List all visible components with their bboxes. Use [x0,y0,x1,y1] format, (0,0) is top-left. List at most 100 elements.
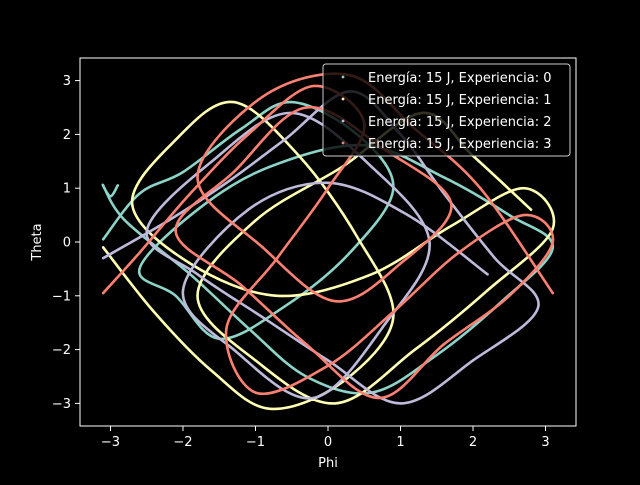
series-1-point-11 [189,262,192,265]
series-1-point-26 [529,208,533,211]
series-2-point-24 [326,181,330,184]
series-3-point-24 [450,203,453,206]
series-0-point-12 [196,208,199,211]
series-0-point-24 [123,219,127,222]
series-3-point-19 [239,283,243,287]
series-1-point-19 [334,402,337,405]
series-0-point-3 [239,127,243,131]
series-2-point-2 [225,181,228,184]
series-3-point-20 [174,230,177,233]
series-2-point-20 [312,396,315,400]
legend-box [322,63,571,157]
series-3-point-33 [551,291,554,295]
series-1-point-17 [486,289,489,292]
series-1-point-20 [254,359,257,362]
series-0-point-1 [138,192,141,195]
series-3-point-22 [305,106,308,109]
series-3-point-14 [551,240,554,244]
series-1-point-8 [232,100,235,104]
y-tick-label: 2 [63,128,71,143]
series-1-point-13 [370,273,373,276]
series-1-point-21 [196,294,199,297]
legend-entry-label: Energía: 15 J, Experiencia: 0 [368,71,552,86]
series-2-point-23 [247,208,250,211]
series-0-point-19 [435,353,438,357]
legend-entry-label: Energía: 15 J, Experiencia: 1 [368,93,552,108]
series-2-point-3 [283,138,286,141]
series-3-point-18 [305,343,308,346]
legend-marker [341,141,345,145]
y-tick-label: −3 [52,397,71,412]
series-2-point-25 [406,213,409,217]
y-tick-label: 0 [63,236,71,251]
series-3-point-2 [189,192,192,195]
series-2-point-19 [384,321,388,324]
series-3-point-12 [457,251,460,254]
series-line-3 [101,72,555,400]
series-0-point-13 [268,165,272,168]
series-0-point-22 [247,326,250,330]
series-0-point-16 [508,213,511,217]
legend: Energía: 15 J, Experiencia: 0 Energía: 15… [322,63,571,157]
series-line-1 [101,100,556,411]
series-1-point-10 [131,203,134,206]
series-1-point-9 [174,138,177,141]
x-axis-label: Phi [318,456,338,471]
series-1-point-14 [450,224,453,228]
series-0-point-0 [102,238,105,241]
series-3-point-0 [102,291,105,295]
series-1-point-18 [413,348,417,351]
series-2-point-8 [537,305,540,308]
series-3-point-7 [276,256,279,260]
series-2-point-17 [370,165,373,168]
series-1-point-3 [268,407,272,410]
series-0-point-27 [116,184,119,187]
series-2-point-13 [196,273,199,276]
series-3-point-16 [442,343,446,346]
series-3-point-4 [312,84,315,88]
series-3-point-15 [508,294,511,297]
y-tick-label: −2 [52,343,71,358]
series-3-point-26 [334,300,337,303]
series-1-point-0 [102,246,105,249]
series-1-point-16 [551,227,554,230]
series-2-point-7 [493,256,496,260]
series-3-point-28 [196,176,199,179]
series-3-point-10 [326,364,330,367]
x-tick-label: −2 [173,435,192,450]
series-1-point-1 [152,310,156,314]
series-2-point-14 [145,230,148,233]
series-2-point-9 [471,359,475,362]
series-3-point-32 [479,187,482,190]
y-axis-ticks: −3 −2 −1 0 1 2 3 [52,74,80,412]
series-0-point-8 [283,305,286,308]
legend-marker [341,119,345,123]
series-0-point-4 [290,100,293,104]
series-0-point-7 [348,251,351,254]
series-0-point-15 [442,176,446,179]
series-3-point-6 [326,187,330,190]
series-0-point-25 [102,184,105,187]
series-1-point-12 [276,294,279,297]
series-3-point-11 [392,310,395,314]
series-3-point-21 [232,170,235,174]
series-3-point-1 [138,251,141,254]
series-2-point-0 [102,256,105,260]
legend-entry-label: Energía: 15 J, Experiencia: 2 [368,115,552,130]
y-tick-label: 3 [63,74,71,89]
y-tick-label: −1 [52,289,71,304]
legend-marker [341,97,345,101]
series-2-point-26 [486,273,489,276]
series-1-point-6 [355,235,359,238]
series-3-point-13 [522,213,525,217]
y-axis-label: Theta [30,223,45,261]
series-1-point-5 [392,316,395,319]
series-1-point-7 [297,154,301,158]
series-2-point-21 [232,348,235,351]
series-2-point-12 [261,316,264,319]
legend-entry-label: Energía: 15 J, Experiencia: 3 [368,137,552,152]
series-2-point-11 [326,359,330,362]
x-tick-label: 3 [541,435,549,450]
